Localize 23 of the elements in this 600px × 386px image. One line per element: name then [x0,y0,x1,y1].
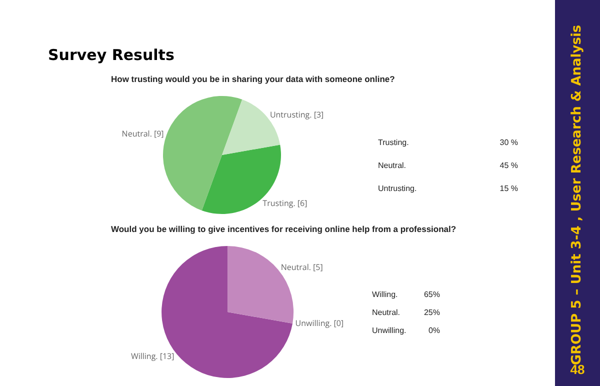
text: 30 % [498,138,518,147]
slice-label: Neutral. [5] [280,262,323,273]
slice-label: Neutral. [9] [122,128,164,140]
text: 25% [422,308,440,317]
text: Neutral. [378,161,406,170]
slice-label: Trusting. [6] [262,198,308,209]
text: 0% [427,326,440,335]
text: Trusting. [378,138,409,147]
slice-label: Willing. [13] [130,351,174,362]
text: Neutral. [372,308,400,317]
text: Survey Results [48,46,174,64]
text: Willing. [372,290,398,299]
text: Unwilling. [372,326,406,335]
pie-slice [163,96,242,210]
text: 65% [422,290,440,299]
text: GROUP 5 – Unit 3-4 , User Research & Analysis [570,24,584,366]
chart-title: Would you be willing to give incentives for receiving online help from a professional? [111,224,456,234]
text: 45 % [498,161,518,170]
category-label: Unwilling. [0] [295,318,344,330]
text: Untrusting. [378,184,417,193]
chart-title: How trusting would you be in sharing your data with someone online? [111,74,395,84]
slice-label: Untrusting. [3] [270,109,324,120]
text: 15 % [498,184,518,193]
